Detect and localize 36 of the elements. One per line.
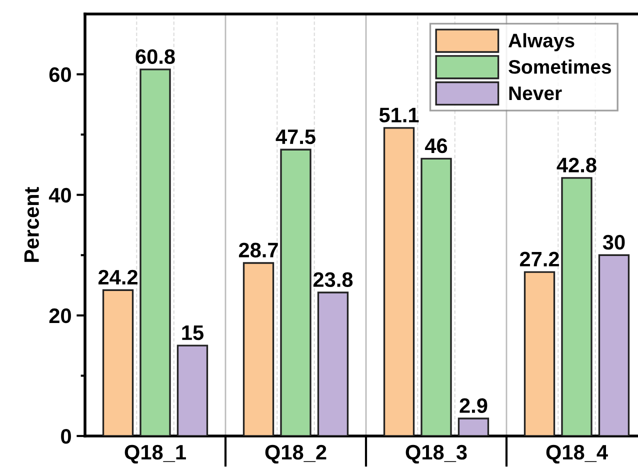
data-label: 24.2 xyxy=(98,270,138,284)
data-label: 30 xyxy=(602,234,625,250)
y-tick-label: 40 xyxy=(48,188,71,203)
x-tick-label: Q18_4 xyxy=(546,444,608,464)
legend-label: Never xyxy=(509,86,562,100)
y-tick-label: 0 xyxy=(61,429,71,444)
bar xyxy=(561,177,592,436)
bar xyxy=(420,158,452,436)
data-label: 15 xyxy=(182,326,204,340)
data-label: 46 xyxy=(424,138,448,154)
y-tick-label: 20 xyxy=(49,308,71,324)
bar xyxy=(458,418,490,436)
x-tick-label: Q18_3 xyxy=(406,444,467,464)
bar xyxy=(102,289,134,436)
bar xyxy=(242,262,274,436)
data-label: 60.8 xyxy=(136,49,175,64)
bar xyxy=(280,148,312,436)
data-label: 51.1 xyxy=(379,108,419,122)
data-label: 47.5 xyxy=(276,130,316,144)
bar xyxy=(524,271,556,436)
y-axis-title: Percent xyxy=(24,187,39,262)
data-label: 28.7 xyxy=(238,242,278,258)
bar xyxy=(140,68,171,436)
bar xyxy=(383,127,415,436)
bar xyxy=(317,292,349,436)
x-tick-label: Q18_1 xyxy=(124,444,186,464)
y-tick-label: 60 xyxy=(49,67,71,82)
data-label: 42.8 xyxy=(556,158,596,172)
legend-label: Sometimes xyxy=(508,60,611,74)
bar xyxy=(176,344,208,436)
x-tick-label: Q18_2 xyxy=(265,444,326,464)
legend-label: Always xyxy=(508,33,574,52)
data-label: 2.9 xyxy=(460,398,488,414)
bar xyxy=(598,254,630,436)
data-label: 27.2 xyxy=(520,252,559,266)
data-label: 23.8 xyxy=(313,272,353,288)
